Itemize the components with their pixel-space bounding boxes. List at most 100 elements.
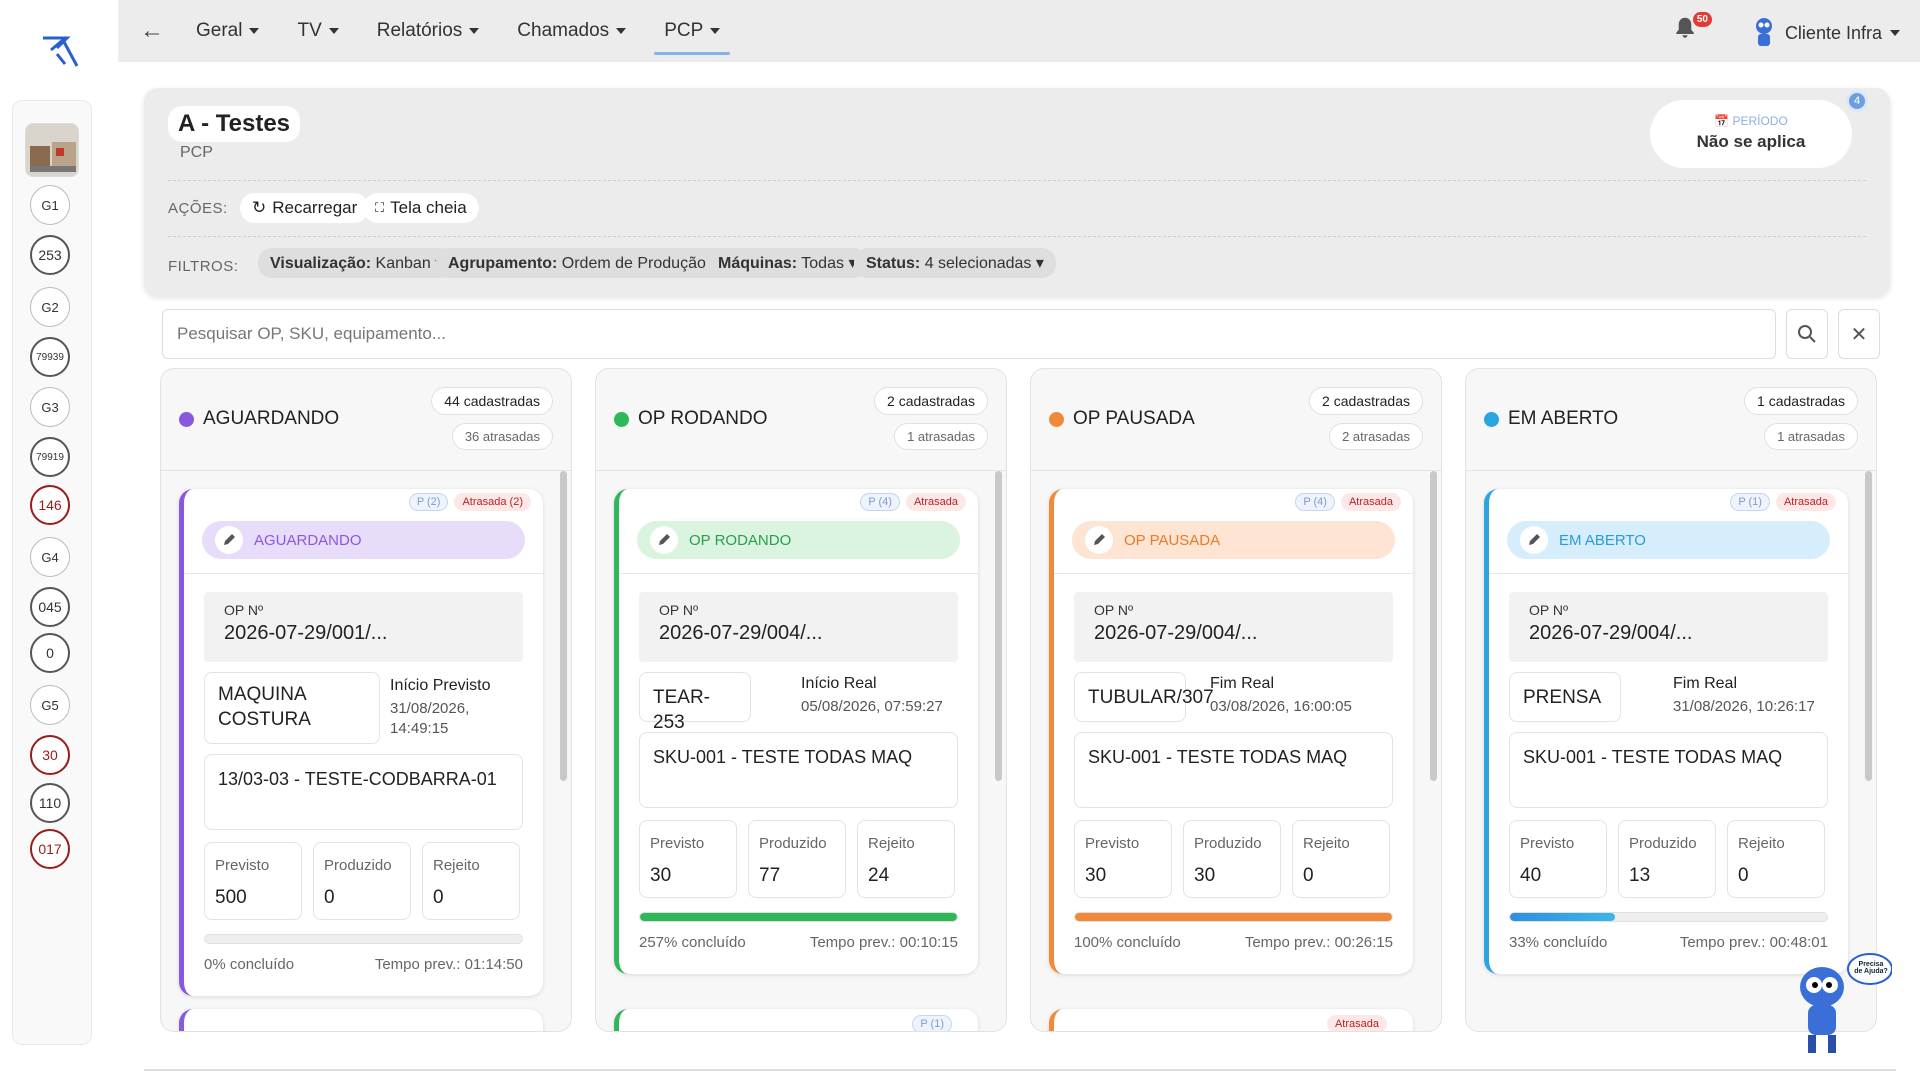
sidebar-machine-item[interactable]: G4 (30, 537, 70, 577)
pencil-icon[interactable] (215, 526, 243, 554)
kanban-column: EM ABERTO 1 cadastradas 1 atrasadas P (1… (1465, 368, 1877, 1032)
sidebar-machine-item[interactable]: 30 (30, 735, 70, 775)
date-label: Fim Real (1210, 675, 1275, 692)
stat-box-previsto: Previsto 500 (204, 842, 302, 920)
refresh-icon: ↻ (252, 198, 267, 217)
reload-label: Recarregar (272, 198, 358, 217)
clear-search-button[interactable]: ✕ (1838, 309, 1880, 359)
completion-text: 100% concluído (1074, 934, 1181, 951)
status-label: OP PAUSADA (1124, 531, 1221, 549)
bell-icon[interactable] (1670, 14, 1700, 44)
filter-value: Ordem de Produção (561, 255, 706, 272)
pencil-icon[interactable] (650, 526, 678, 554)
sidebar-machine-item[interactable]: G3 (30, 387, 70, 427)
stat-value: 0 (433, 887, 444, 908)
date-value: 03/08/2026, 16:00:05 (1210, 698, 1352, 715)
sidebar-machine-item[interactable]: 146 (30, 485, 70, 525)
sidebar-machine-item[interactable]: 045 (30, 587, 70, 627)
card-tags: P (2) Atrasada (2) (408, 493, 531, 511)
sidebar-machine-item[interactable]: 110 (30, 783, 70, 823)
app-logo[interactable] (0, 0, 118, 100)
sidebar-machine-item[interactable]: 017 (30, 829, 70, 869)
user-menu[interactable]: Cliente Infra (1751, 16, 1900, 50)
sidebar-machine-item[interactable]: G1 (30, 185, 70, 225)
registered-count-badge: 2 cadastradas (874, 387, 988, 415)
op-card[interactable]: P (1) Atrasada EM ABERTO OP Nº 2026-07-2… (1484, 489, 1848, 974)
status-pill: AGUARDANDO (202, 521, 525, 559)
date-label: Início Previsto (390, 677, 491, 694)
priority-tag: P (1) (912, 1015, 952, 1031)
estimated-time: Tempo prev.: 00:26:15 (1244, 934, 1393, 951)
search-button[interactable] (1786, 309, 1828, 359)
priority-tag: P (1) (1730, 493, 1770, 511)
column-scrollbar[interactable] (1865, 471, 1872, 781)
filter-dropdown[interactable]: Visualização: Kanban ▾ (258, 248, 456, 278)
filters-label: FILTROS: (168, 258, 239, 275)
kanban-column: OP PAUSADA 2 cadastradas 2 atrasadas P (… (1030, 368, 1442, 1032)
date-value: 31/08/2026, 10:26:17 (1673, 698, 1815, 715)
column-scrollbar[interactable] (1430, 471, 1437, 781)
nav-item-tv[interactable]: TV (295, 14, 340, 48)
factory-thumbnail[interactable] (25, 123, 79, 177)
column-title: OP RODANDO (638, 408, 768, 429)
column-scrollbar[interactable] (560, 471, 567, 781)
back-arrow-icon[interactable]: ← (140, 17, 164, 44)
stat-box-rejeito: Rejeito 0 (1292, 820, 1390, 898)
registered-count-badge: 1 cadastradas (1744, 387, 1858, 415)
status-label: OP RODANDO (689, 531, 792, 549)
filter-value: 4 selecionadas (924, 255, 1032, 272)
stat-box-previsto: Previsto 30 (639, 820, 737, 898)
nav-item-pcp[interactable]: PCP (654, 14, 731, 55)
stat-box-previsto: Previsto 40 (1509, 820, 1607, 898)
next-op-card[interactable]: Atrasada (1049, 1009, 1413, 1031)
pencil-icon[interactable] (1085, 526, 1113, 554)
filter-value: Kanban (375, 255, 431, 272)
stat-label: Rejeito (1303, 835, 1350, 852)
card-tags: P (1) Atrasada (1730, 493, 1836, 511)
search-input[interactable]: Pesquisar OP, SKU, equipamento... (162, 309, 1776, 359)
help-mascot[interactable]: Precisa de Ajuda? (1782, 947, 1893, 1057)
column-scrollbar[interactable] (995, 471, 1002, 781)
sidebar-machine-item[interactable]: 0 (30, 633, 70, 673)
fullscreen-button[interactable]: ⛶ Tela cheia (363, 193, 479, 223)
filter-key: Visualização: (270, 255, 372, 272)
next-op-card[interactable] (179, 1009, 543, 1031)
late-tag: Atrasada (2) (454, 493, 531, 511)
board-bottom-divider (144, 1069, 1896, 1071)
status-pill: OP PAUSADA (1072, 521, 1395, 559)
op-number-value: 2026-07-29/004/... (1529, 622, 1693, 644)
chevron-down-icon (616, 27, 627, 34)
sidebar-machine-item[interactable]: 253 (30, 235, 70, 275)
sidebar-machine-item[interactable]: G5 (30, 685, 70, 725)
column-title: EM ABERTO (1508, 408, 1619, 429)
op-card[interactable]: P (4) Atrasada OP RODANDO OP Nº 2026-07-… (614, 489, 978, 974)
card-tags: P (4) Atrasada (1295, 493, 1401, 511)
completion-text: 257% concluído (639, 934, 746, 951)
nav-item-chamados[interactable]: Chamados (515, 14, 628, 48)
sidebar-machine-item[interactable]: 79939 (30, 337, 70, 377)
late-tag: Atrasada (905, 493, 966, 511)
pencil-icon[interactable] (1520, 526, 1548, 554)
op-card[interactable]: P (4) Atrasada OP PAUSADA OP Nº 2026-07-… (1049, 489, 1413, 974)
nav-item-geral[interactable]: Geral (194, 14, 261, 48)
filter-dropdown[interactable]: Status: 4 selecionadas ▾ (854, 248, 1056, 278)
reload-button[interactable]: ↻ Recarregar (240, 193, 370, 223)
divider (184, 573, 543, 574)
nav-item-relatórios[interactable]: Relatórios (375, 14, 482, 48)
op-card[interactable]: P (2) Atrasada (2) AGUARDANDO OP Nº 2026… (179, 489, 543, 996)
stat-label: Produzido (759, 835, 827, 852)
filter-dropdown[interactable]: Máquinas: Todas ▾ (706, 248, 869, 278)
next-op-card[interactable]: P (1) (614, 1009, 978, 1031)
sidebar-machine-item[interactable]: 79919 (30, 437, 70, 477)
progress-fill (1510, 913, 1615, 921)
period-selector[interactable]: 📅 PERÍODO Não se aplica (1650, 100, 1852, 168)
chevron-down-icon (328, 27, 339, 34)
progress-fill (1075, 913, 1392, 921)
status-pill: EM ABERTO (1507, 521, 1830, 559)
caret-down-icon: ▾ (1035, 255, 1044, 272)
sidebar-machine-item[interactable]: G2 (30, 287, 70, 327)
filter-key: Status: (866, 255, 921, 272)
priority-tag: P (4) (1295, 493, 1335, 511)
filter-dropdown[interactable]: Agrupamento: Ordem de Produção ▾ (436, 248, 731, 278)
completion-text: 0% concluído (204, 956, 295, 973)
